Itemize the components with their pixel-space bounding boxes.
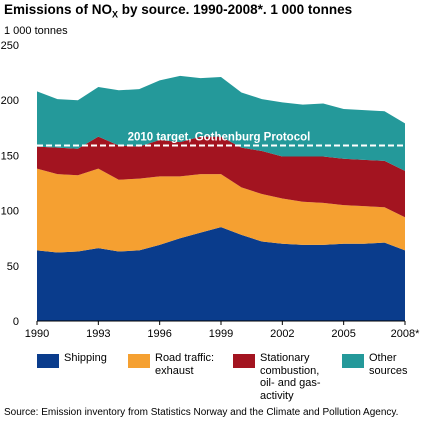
area-other-sources — [37, 75, 405, 171]
target-line-group: 2010 target, Gothenburg Protocol — [37, 131, 405, 147]
legend-label: Road traffic: exhaust — [155, 352, 215, 377]
x-tick-label: 1993 — [86, 328, 110, 340]
area-stationary-combustion-oil-and-gas-activity — [37, 136, 405, 218]
x-tick-label: 1999 — [209, 328, 233, 340]
y-tick-label: 0 — [13, 316, 19, 328]
y-axis-unit-label: 1 000 tonnes — [4, 25, 68, 37]
x-tick-label: 1996 — [147, 328, 171, 340]
legend-label: Shipping — [64, 352, 107, 364]
stacked-area-chart: 2010 target, Gothenburg Protocol 0 50 100 1… — [1, 40, 420, 340]
y-tick-label: 150 — [1, 150, 19, 162]
legend-label: Other sources — [369, 352, 408, 377]
target-label: 2010 target, Gothenburg Protocol — [128, 131, 311, 143]
legend-swatch — [128, 354, 150, 368]
x-tick-label: 2002 — [270, 328, 294, 340]
source-note: Source: Emission inventory from Statisti… — [4, 407, 399, 418]
legend-swatch — [37, 354, 59, 368]
area-layers — [37, 75, 405, 321]
chart-title: Emissions of NOX by source. 1990-2008*. … — [4, 2, 353, 20]
y-tick-label: 100 — [1, 206, 19, 218]
y-tick-label: 200 — [1, 95, 19, 107]
legend-swatch — [233, 354, 255, 368]
y-tick-label: 50 — [7, 261, 19, 273]
y-tick-label: 250 — [1, 40, 19, 52]
x-tick-label: 2005 — [331, 328, 355, 340]
legend-swatch — [342, 354, 364, 368]
area-shipping — [37, 227, 405, 321]
legend-label: Stationary combustion, oil- and gas- act… — [260, 352, 321, 402]
x-tick-label: 2008* — [391, 328, 420, 340]
area-road-traffic-exhaust — [37, 168, 405, 253]
x-tick-label: 1990 — [25, 328, 49, 340]
